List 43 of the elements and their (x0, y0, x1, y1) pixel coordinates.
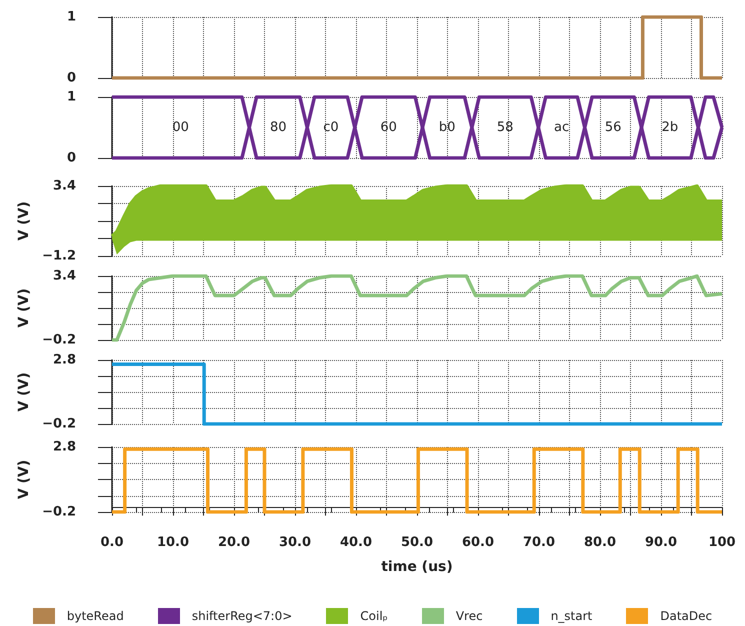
x-tick-label: 70.0 (522, 535, 556, 550)
annotation: 60 (380, 120, 397, 135)
x-tick-label: 0.0 (100, 535, 124, 550)
legend-label: DataDec (660, 609, 712, 623)
y-tick-label: −0.2 (42, 416, 76, 432)
y-axis-title: V (V) (16, 201, 32, 241)
legend-label: Coilₚ (360, 609, 388, 623)
y-tick-label: 0 (66, 70, 76, 86)
y-tick-label: −0.2 (42, 504, 76, 520)
annotation: ac (554, 120, 570, 135)
annotation: 56 (604, 120, 622, 135)
x-tick-label: 60.0 (462, 535, 494, 550)
y-tick-label: 2.8 (52, 352, 76, 368)
x-tick-label: 90.0 (644, 535, 678, 550)
legend-label: Vrec (456, 609, 483, 623)
legend-label: shifterReg<7:0> (192, 609, 292, 623)
annotation: 80 (270, 120, 286, 135)
y-tick-label: 2.8 (52, 440, 76, 454)
legend-label: byteRead (66, 609, 124, 623)
x-tick-label: 50.0 (400, 535, 434, 550)
y-axis-title: V (V) (16, 288, 32, 328)
x-tick-label: 10.0 (156, 535, 190, 550)
x-axis-title: time (us) (381, 559, 453, 575)
annotation: 00 (172, 120, 189, 135)
x-tick-label: 80.0 (584, 535, 616, 550)
y-tick-label: −1.2 (42, 248, 76, 264)
x-tick-label: 100 (708, 535, 736, 550)
x-tick-label: 30.0 (278, 535, 312, 550)
annotation: 58 (496, 120, 514, 135)
y-tick-label: 3.4 (52, 268, 76, 284)
y-tick-label: 1 (66, 90, 76, 104)
y-tick-label: −0.2 (42, 332, 76, 348)
y-tick-label: 1 (66, 10, 76, 24)
legend-label: n_start (550, 609, 592, 623)
y-axis-title: V (V) (16, 460, 32, 500)
y-tick-label: 3.4 (52, 178, 76, 194)
y-axis-title: V (V) (16, 372, 32, 412)
annotation: 2b (662, 120, 678, 135)
annotation: b0 (438, 120, 456, 135)
y-tick-label: 0 (66, 150, 76, 166)
x-tick-label: 20.0 (218, 535, 250, 550)
annotation: c0 (323, 120, 339, 135)
x-tick-label: 40.0 (340, 535, 372, 550)
